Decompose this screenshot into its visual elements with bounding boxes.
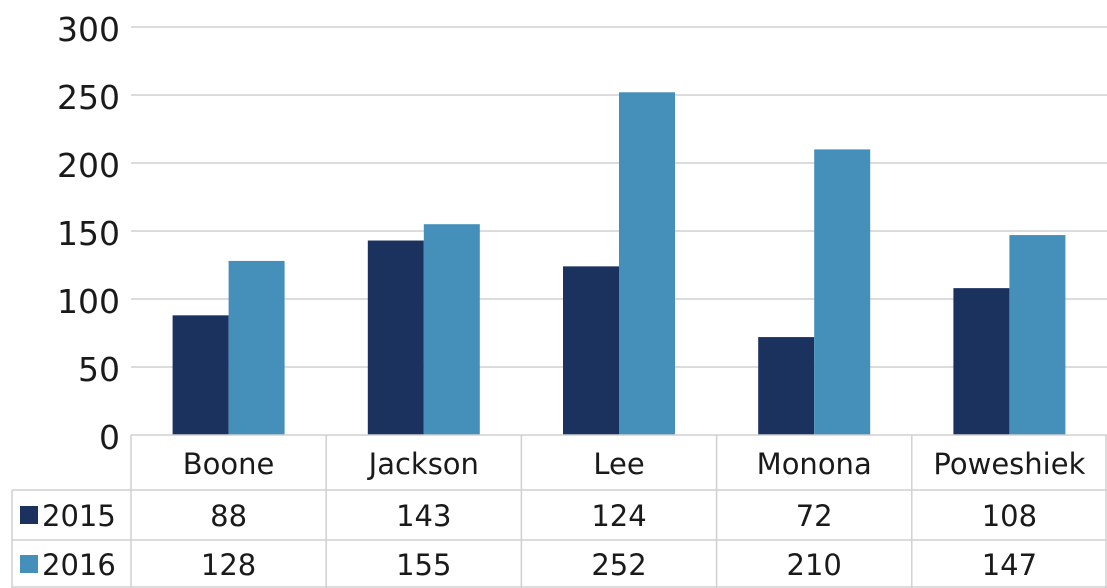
data-label: 88	[210, 499, 247, 533]
legend-key-2015	[20, 506, 38, 524]
bar-2015-jackson	[367, 240, 424, 435]
bar-2016-jackson	[423, 224, 480, 435]
bar-2015-poweshiek	[953, 288, 1010, 435]
category-label: Boone	[183, 447, 275, 481]
category-label: Poweshiek	[933, 447, 1085, 481]
data-label: 155	[396, 548, 451, 582]
y-tick-label: 50	[78, 350, 120, 389]
legend-label: 2015	[42, 499, 116, 533]
y-tick-label: 300	[57, 10, 120, 49]
bar-2016-poweshiek	[1009, 235, 1066, 435]
category-label: Jackson	[367, 447, 479, 481]
y-tick-label: 200	[57, 146, 120, 185]
bar-2016-boone	[228, 260, 285, 435]
category-label: Monona	[757, 447, 872, 481]
bar-2015-boone	[172, 315, 229, 435]
y-axis-ticks: 0 50 100 150 200 250 300	[57, 10, 120, 457]
bars	[172, 92, 1066, 435]
bar-2016-lee	[619, 92, 675, 435]
data-label: 72	[796, 499, 833, 533]
y-tick-label: 0	[99, 418, 120, 457]
data-label: 124	[591, 499, 646, 533]
data-label: 128	[201, 548, 256, 582]
data-label: 210	[787, 548, 842, 582]
y-tick-label: 250	[57, 78, 120, 117]
legend-label: 2016	[42, 548, 116, 582]
bar-2016-monona	[814, 149, 871, 435]
bar-2015-monona	[758, 337, 815, 435]
legend-key-2016	[20, 555, 38, 573]
data-label: 108	[982, 499, 1037, 533]
data-table: Boone Jackson Lee Monona Poweshiek 2015 88 143 1…	[11, 434, 1107, 588]
data-label: 252	[591, 548, 646, 582]
y-tick-label: 150	[57, 214, 120, 253]
data-label: 147	[982, 548, 1037, 582]
data-label: 143	[396, 499, 451, 533]
y-tick-label: 100	[57, 282, 120, 321]
category-label: Lee	[593, 447, 644, 481]
bar-2015-lee	[563, 266, 619, 435]
